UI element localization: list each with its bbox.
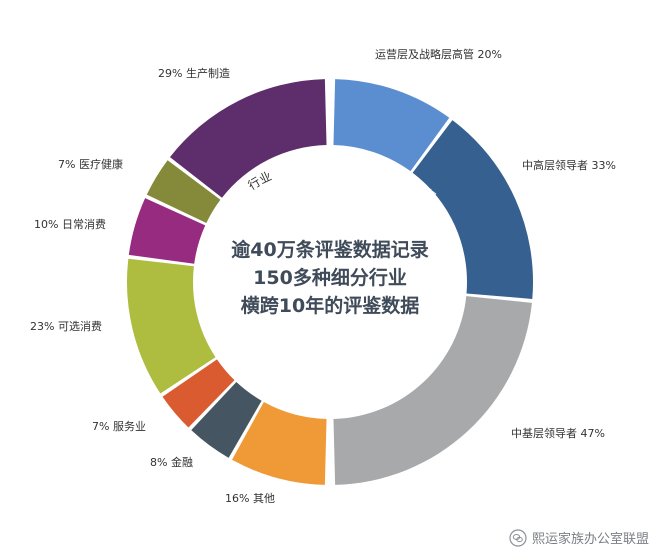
label-mid-senior-leaders: 中高层领导者 33%	[522, 159, 616, 172]
label-senior-executives: 运营层及战略层高管 20%	[375, 48, 502, 61]
industry-segment-4	[127, 258, 216, 394]
label-services: 7% 服务业	[92, 420, 146, 433]
industry-segment-1	[169, 79, 327, 198]
label-healthcare: 7% 医疗健康	[58, 158, 123, 171]
label-finance: 8% 金融	[150, 456, 193, 469]
leadership-segment-3	[333, 296, 532, 485]
industry-segment-6	[191, 382, 262, 458]
label-daily-consumption: 10% 日常消费	[34, 218, 106, 231]
ring-label-industry: 行业	[246, 169, 274, 193]
watermark: 熙运家族办公室联盟	[509, 528, 649, 547]
label-discretionary-consumption: 23% 可选消费	[30, 320, 102, 333]
label-manufacturing: 29% 生产制造	[158, 67, 230, 80]
label-other: 16% 其他	[225, 492, 275, 505]
industry-segment-7	[232, 401, 327, 485]
leadership-segment-2	[412, 120, 533, 299]
label-frontline-leaders: 中基层领导者 47%	[511, 427, 605, 440]
watermark-text: 熙运家族办公室联盟	[531, 532, 649, 547]
leadership-segment-1	[333, 79, 450, 172]
industry-segment-5	[162, 359, 235, 428]
industry-segment-2	[146, 160, 221, 224]
industry-segment-3	[128, 198, 206, 264]
center-line-2: 150多种细分行业	[253, 267, 407, 289]
center-line-3: 横跨10年的评鉴数据	[240, 295, 420, 317]
center-headline: 逾40万条评鉴数据记录 150多种细分行业 横跨10年的评鉴数据	[180, 236, 480, 320]
wechat-icon	[509, 528, 527, 547]
center-line-1: 逾40万条评鉴数据记录	[231, 239, 429, 261]
